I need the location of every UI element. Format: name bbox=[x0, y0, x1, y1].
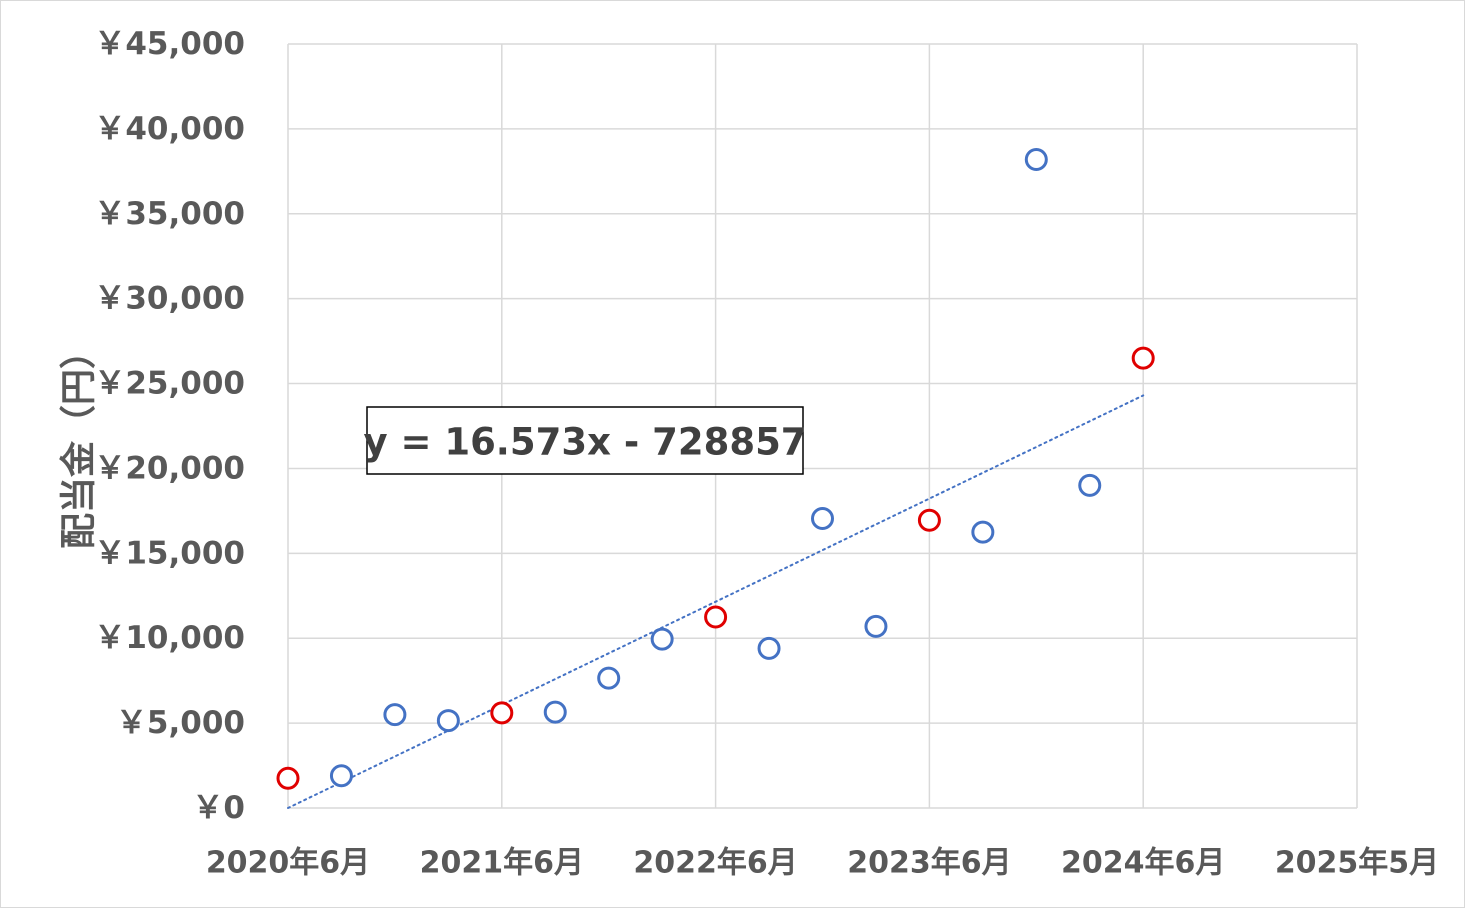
x-tick-label: 2024年6月 bbox=[1061, 846, 1225, 881]
data-point bbox=[650, 627, 674, 651]
y-tick-labels: ￥0 ￥5,000 ￥10,000 ￥15,000 ￥20,000 ￥25,000 ￥30,… bbox=[94, 26, 245, 826]
x-tick-label: 2022年6月 bbox=[633, 846, 797, 881]
x-tick-label: 2023年6月 bbox=[847, 846, 1011, 881]
data-point bbox=[1024, 147, 1048, 171]
y-tick-label: ￥25,000 bbox=[94, 366, 245, 402]
y-tick-label: ￥45,000 bbox=[94, 26, 245, 62]
y-tick-label: ￥20,000 bbox=[94, 450, 245, 486]
data-point bbox=[971, 520, 995, 544]
data-point bbox=[917, 508, 941, 532]
y-tick-label: ￥35,000 bbox=[94, 196, 245, 232]
trendline-layer bbox=[287, 394, 1145, 809]
y-tick-label: ￥0 bbox=[192, 790, 245, 826]
data-point bbox=[329, 764, 353, 788]
data-points bbox=[276, 147, 1155, 790]
y-tick-label: ￥15,000 bbox=[94, 535, 245, 571]
annotation-layer: 配当金（円） y = 16.573x - 728857 bbox=[58, 333, 807, 549]
data-point bbox=[383, 703, 407, 727]
x-tick-labels: 2020年6月 2021年6月 2022年6月 2023年6月 2024年6月 2025年… bbox=[206, 846, 1439, 881]
data-point bbox=[704, 605, 728, 629]
data-point bbox=[276, 766, 300, 790]
data-point bbox=[1131, 346, 1155, 370]
trendline-equation-box bbox=[366, 406, 804, 475]
data-point bbox=[597, 666, 621, 690]
data-point bbox=[757, 636, 781, 660]
x-tick-label: 2025年5月 bbox=[1275, 846, 1439, 881]
data-point bbox=[543, 700, 567, 724]
y-tick-label: ￥10,000 bbox=[94, 620, 245, 656]
y-axis-title: 配当金（円） bbox=[58, 333, 100, 549]
data-point bbox=[811, 507, 834, 531]
trendline-equation: y = 16.573x - 728857 bbox=[363, 421, 806, 464]
data-point bbox=[1078, 473, 1102, 497]
y-tick-label: ￥5,000 bbox=[116, 705, 245, 741]
data-point bbox=[864, 614, 888, 638]
data-point bbox=[490, 701, 514, 725]
y-tick-label: ￥30,000 bbox=[94, 281, 245, 317]
x-tick-label: 2020年6月 bbox=[206, 846, 370, 881]
x-tick-label: 2021年6月 bbox=[420, 846, 584, 881]
y-tick-label: ￥40,000 bbox=[94, 111, 245, 147]
data-point bbox=[436, 709, 460, 733]
trendline bbox=[287, 394, 1145, 809]
